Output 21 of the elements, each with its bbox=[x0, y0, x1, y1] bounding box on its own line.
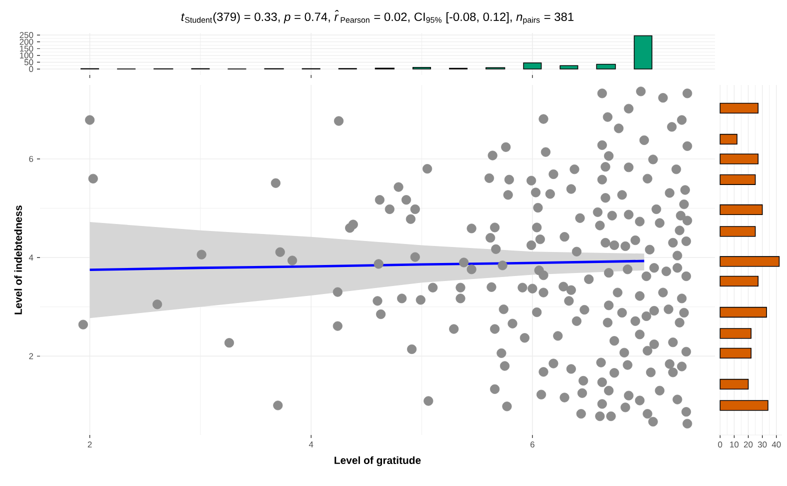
y-tick-label: 4 bbox=[28, 254, 34, 260]
x-axis-title: Level of gratitude bbox=[334, 456, 421, 466]
y-tick-label: 200 bbox=[20, 38, 34, 45]
x-tick-label: 40 bbox=[772, 442, 781, 448]
x-tick-label: 2 bbox=[88, 442, 92, 448]
x-tick-label: 10 bbox=[730, 442, 739, 448]
line-series bbox=[88, 260, 646, 272]
y-tick-label: 0 bbox=[29, 66, 34, 72]
x-tick-label: 4 bbox=[308, 442, 314, 448]
y-tick-label: 2 bbox=[29, 353, 34, 360]
chart-title: t$_{Student}$(379) = 0.33, p = 0.74, r̂$_{Pearson}$ = 0.02, CI$_{95%}$ [-0.08, 0.12], n$_{pairs}$ = 381 bbox=[181, 10, 574, 24]
x-tick-label: 20 bbox=[744, 442, 753, 448]
y-tick-label: 50 bbox=[24, 59, 34, 66]
x-tick-label: 0 bbox=[718, 442, 722, 448]
y-tick-label: 6 bbox=[29, 156, 34, 162]
x-tick-label: 6 bbox=[530, 442, 534, 448]
y-tick-label: 250 bbox=[20, 32, 34, 38]
y-axis-title: Level of indebtedness bbox=[14, 206, 22, 314]
y-tick-label: 100 bbox=[20, 52, 34, 58]
y-tick-label: 150 bbox=[20, 46, 34, 52]
x-tick-label: 30 bbox=[758, 442, 767, 448]
